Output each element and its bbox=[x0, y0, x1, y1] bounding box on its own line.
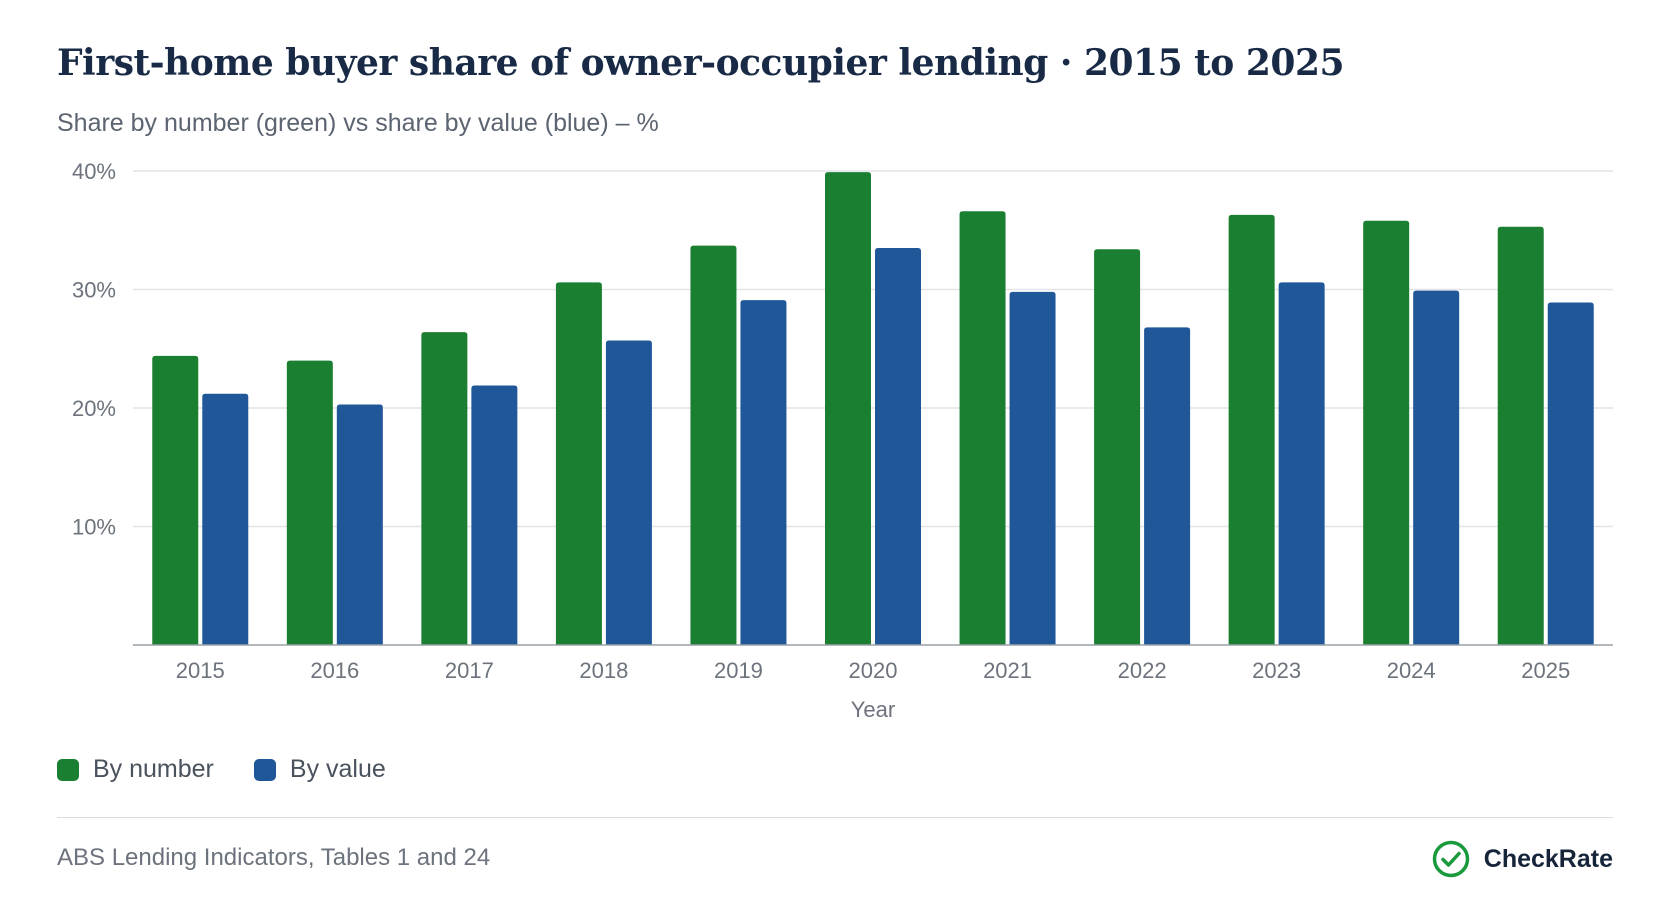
bar-by-number bbox=[421, 332, 468, 645]
x-tick-label: 2021 bbox=[983, 658, 1032, 683]
bar-by-value bbox=[740, 300, 787, 645]
bar-by-number bbox=[1228, 214, 1275, 645]
bar-by-value bbox=[336, 404, 383, 645]
x-tick-label: 2025 bbox=[1521, 658, 1570, 683]
x-tick-label: 2020 bbox=[849, 658, 898, 683]
bar-by-value bbox=[202, 393, 249, 645]
y-tick-label: 40% bbox=[72, 159, 116, 184]
x-tick-label: 2022 bbox=[1118, 658, 1167, 683]
bar-by-value bbox=[605, 340, 652, 645]
bar-by-number bbox=[152, 355, 199, 645]
bar-by-number bbox=[1094, 249, 1141, 645]
bar-by-value bbox=[471, 385, 518, 645]
x-tick-label: 2019 bbox=[714, 658, 763, 683]
y-tick-label: 20% bbox=[72, 396, 116, 421]
bar-by-value bbox=[1413, 290, 1460, 645]
chart-subtitle: Share by number (green) vs share by valu… bbox=[57, 109, 659, 137]
bar-by-value bbox=[1144, 327, 1191, 645]
legend-label-by-number: By number bbox=[93, 755, 214, 783]
x-axis-title: Year bbox=[851, 697, 895, 722]
check-circle-icon bbox=[1432, 840, 1470, 878]
x-tick-label: 2016 bbox=[310, 658, 359, 683]
bar-by-value bbox=[1009, 291, 1056, 645]
chart-title: First-home buyer share of owner-occupier… bbox=[57, 42, 1345, 84]
bar-by-number bbox=[1497, 226, 1544, 645]
legend-label-by-value: By value bbox=[289, 755, 386, 783]
bar-by-number bbox=[1363, 220, 1410, 645]
legend-item-by-value: By value bbox=[253, 755, 386, 784]
bar-by-number bbox=[825, 172, 871, 645]
x-tick-label: 2017 bbox=[445, 658, 494, 683]
x-tick-label: 2024 bbox=[1387, 658, 1436, 683]
bar-by-number bbox=[690, 245, 737, 645]
brand-name: CheckRate bbox=[1483, 844, 1613, 873]
x-tick-label: 2015 bbox=[176, 658, 225, 683]
bar-by-number bbox=[555, 282, 602, 645]
bar-by-number bbox=[286, 360, 333, 645]
footer-divider bbox=[57, 817, 1613, 818]
bar-by-value bbox=[1547, 302, 1594, 645]
y-tick-label: 30% bbox=[72, 278, 116, 303]
bar-by-value bbox=[1278, 282, 1325, 645]
legend: By number By value bbox=[57, 755, 386, 784]
legend-swatch-by-value bbox=[253, 758, 276, 781]
brand-logo: CheckRate bbox=[1432, 840, 1613, 878]
x-tick-label: 2023 bbox=[1252, 658, 1301, 683]
x-tick-label: 2018 bbox=[579, 658, 628, 683]
legend-swatch-by-number bbox=[57, 758, 79, 781]
y-tick-label: 10% bbox=[72, 515, 116, 540]
bar-chart: 10% 20% 30% 40% 2015 2016 2017 2018 2019 2020 2021… bbox=[72, 159, 1613, 722]
bar-by-value bbox=[875, 248, 921, 645]
source-note: ABS Lending Indicators, Tables 1 and 24 bbox=[57, 844, 491, 871]
legend-item-by-number: By number bbox=[57, 755, 214, 784]
bar-by-number bbox=[959, 211, 1006, 646]
